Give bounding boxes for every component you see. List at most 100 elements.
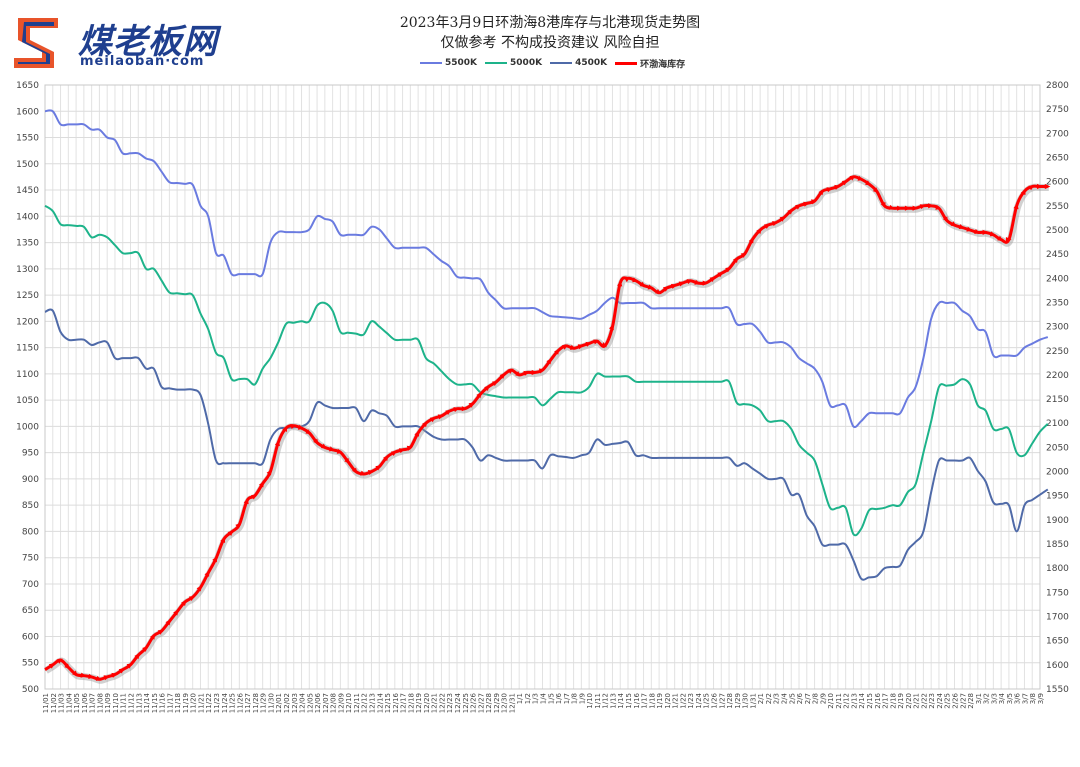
inventory-marker [1005, 237, 1012, 243]
legend-label-inventory: 环渤海库存 [640, 59, 686, 70]
x-tick-label: 12/27 [477, 693, 485, 713]
inventory-marker [142, 646, 149, 652]
x-tick-label: 1/4 [540, 692, 548, 704]
x-tick-label: 3/2 [983, 693, 991, 704]
inventory-marker [290, 424, 297, 430]
inventory-marker [818, 189, 824, 196]
x-tick-label: 11/13 [135, 693, 143, 713]
y-tick-label: 550 [22, 659, 39, 669]
y-tick-label: 950 [22, 449, 39, 459]
x-tick-label: 12/24 [454, 692, 462, 713]
x-tick-label: 3/3 [990, 693, 998, 704]
y-tick-label: 1600 [16, 107, 39, 117]
inventory-marker [375, 465, 382, 471]
y-tick-label: 900 [22, 475, 39, 485]
inventory-marker [686, 279, 693, 285]
inventory-marker [966, 226, 973, 232]
inventory-marker [118, 668, 125, 674]
inventory-marker [694, 279, 701, 285]
inventory-marker [48, 663, 56, 669]
legend-item-inventory: 环渤海库存 [615, 57, 685, 70]
inventory-marker [305, 429, 312, 435]
x-tick-label: 12/17 [400, 693, 408, 713]
y2-tick-label: 2100 [1046, 419, 1069, 429]
x-tick-label: 1/22 [679, 693, 687, 709]
inventory-marker [1020, 189, 1026, 196]
x-tick-label: 12/25 [462, 693, 470, 713]
x-tick-label: 12/18 [407, 693, 415, 713]
x-tick-label: 12/04 [299, 692, 307, 713]
x-tick-label: 11/09 [104, 693, 112, 713]
inventory-marker [585, 341, 592, 347]
y2-tick-label: 2500 [1046, 226, 1069, 236]
legend-item-4500k: 4500K [550, 58, 607, 68]
x-tick-label: 2/14 [858, 692, 866, 708]
inventory-marker [250, 494, 258, 500]
x-tick-label: 1/19 [656, 693, 664, 709]
x-tick-label: 2/6 [796, 692, 804, 704]
x-tick-label: 12/22 [438, 693, 446, 713]
y2-tick-label: 2700 [1046, 129, 1069, 139]
x-tick-label: 2/20 [905, 693, 913, 709]
x-tick-label: 2/4 [780, 692, 788, 704]
x-tick-label: 12/19 [415, 693, 423, 713]
inventory-marker [274, 440, 280, 447]
x-tick-label: 2/3 [773, 693, 781, 704]
chart-subtitle: 仅做参考 不构成投资建议 风险自担 [440, 35, 660, 51]
x-tick-label: 1/17 [641, 693, 649, 709]
inventory-marker [624, 276, 631, 283]
x-tick-label: 11/03 [58, 693, 66, 713]
x-tick-label: 11/04 [65, 692, 73, 713]
inventory-marker [507, 368, 514, 374]
y2-tick-label: 2450 [1046, 250, 1069, 260]
y2-tick-label: 1950 [1046, 492, 1069, 502]
legend-label-5000k: 5000K [510, 58, 543, 68]
x-tick-label: 12/09 [337, 693, 345, 713]
y-tick-label: 500 [22, 685, 39, 695]
x-tick-label: 11/22 [205, 693, 213, 713]
inventory-marker [678, 281, 685, 287]
inventory-marker [569, 344, 577, 350]
x-tick-label: 11/25 [229, 693, 237, 713]
y-tick-label: 1150 [16, 344, 39, 354]
y-tick-label: 1550 [16, 134, 39, 144]
inventory-marker [546, 358, 552, 365]
x-tick-label: 2/24 [936, 692, 944, 708]
inventory-marker [725, 267, 732, 273]
inventory-marker [266, 469, 272, 476]
logo-en-text: meilaoban·com [80, 54, 205, 69]
x-tick-label: 2/19 [897, 693, 905, 709]
y2-tick-label: 2400 [1046, 274, 1069, 284]
y-tick-label: 1250 [16, 291, 39, 301]
x-tick-label: 2/21 [913, 693, 921, 709]
x-tick-label: 12/03 [291, 693, 299, 713]
y2-tick-label: 2200 [1046, 371, 1069, 381]
inventory-marker [383, 455, 389, 462]
y2-tick-label: 1650 [1046, 637, 1069, 647]
legend-item-5500k: 5500K [420, 58, 477, 68]
inventory-marker [670, 283, 678, 289]
inventory-marker [593, 339, 600, 345]
x-tick-label: 1/15 [625, 693, 633, 709]
inventory-marker [826, 187, 833, 193]
chart-legend: 5500K 5000K 4500K 环渤海库存 [420, 54, 685, 72]
inventory-marker [414, 430, 420, 437]
y2-tick-label: 1750 [1046, 588, 1069, 598]
inventory-marker [803, 201, 810, 207]
inventory-marker [367, 470, 374, 475]
x-tick-label: 11/11 [120, 693, 128, 713]
x-tick-label: 2/2 [765, 693, 773, 704]
y2-tick-label: 1800 [1046, 564, 1069, 574]
x-tick-label: 1/31 [749, 693, 757, 709]
y2-tick-label: 2350 [1046, 298, 1069, 308]
inventory-marker [857, 175, 864, 181]
x-tick-label: 11/29 [260, 693, 268, 713]
inventory-marker [617, 280, 623, 287]
x-tick-label: 2/28 [967, 693, 975, 709]
inventory-marker [756, 227, 762, 234]
inventory-marker [461, 406, 468, 412]
legend-label-5500k: 5500K [445, 58, 478, 68]
x-tick-label: 11/05 [73, 693, 81, 713]
inventory-marker [1013, 203, 1019, 210]
series-line-4500k [44, 308, 1049, 581]
